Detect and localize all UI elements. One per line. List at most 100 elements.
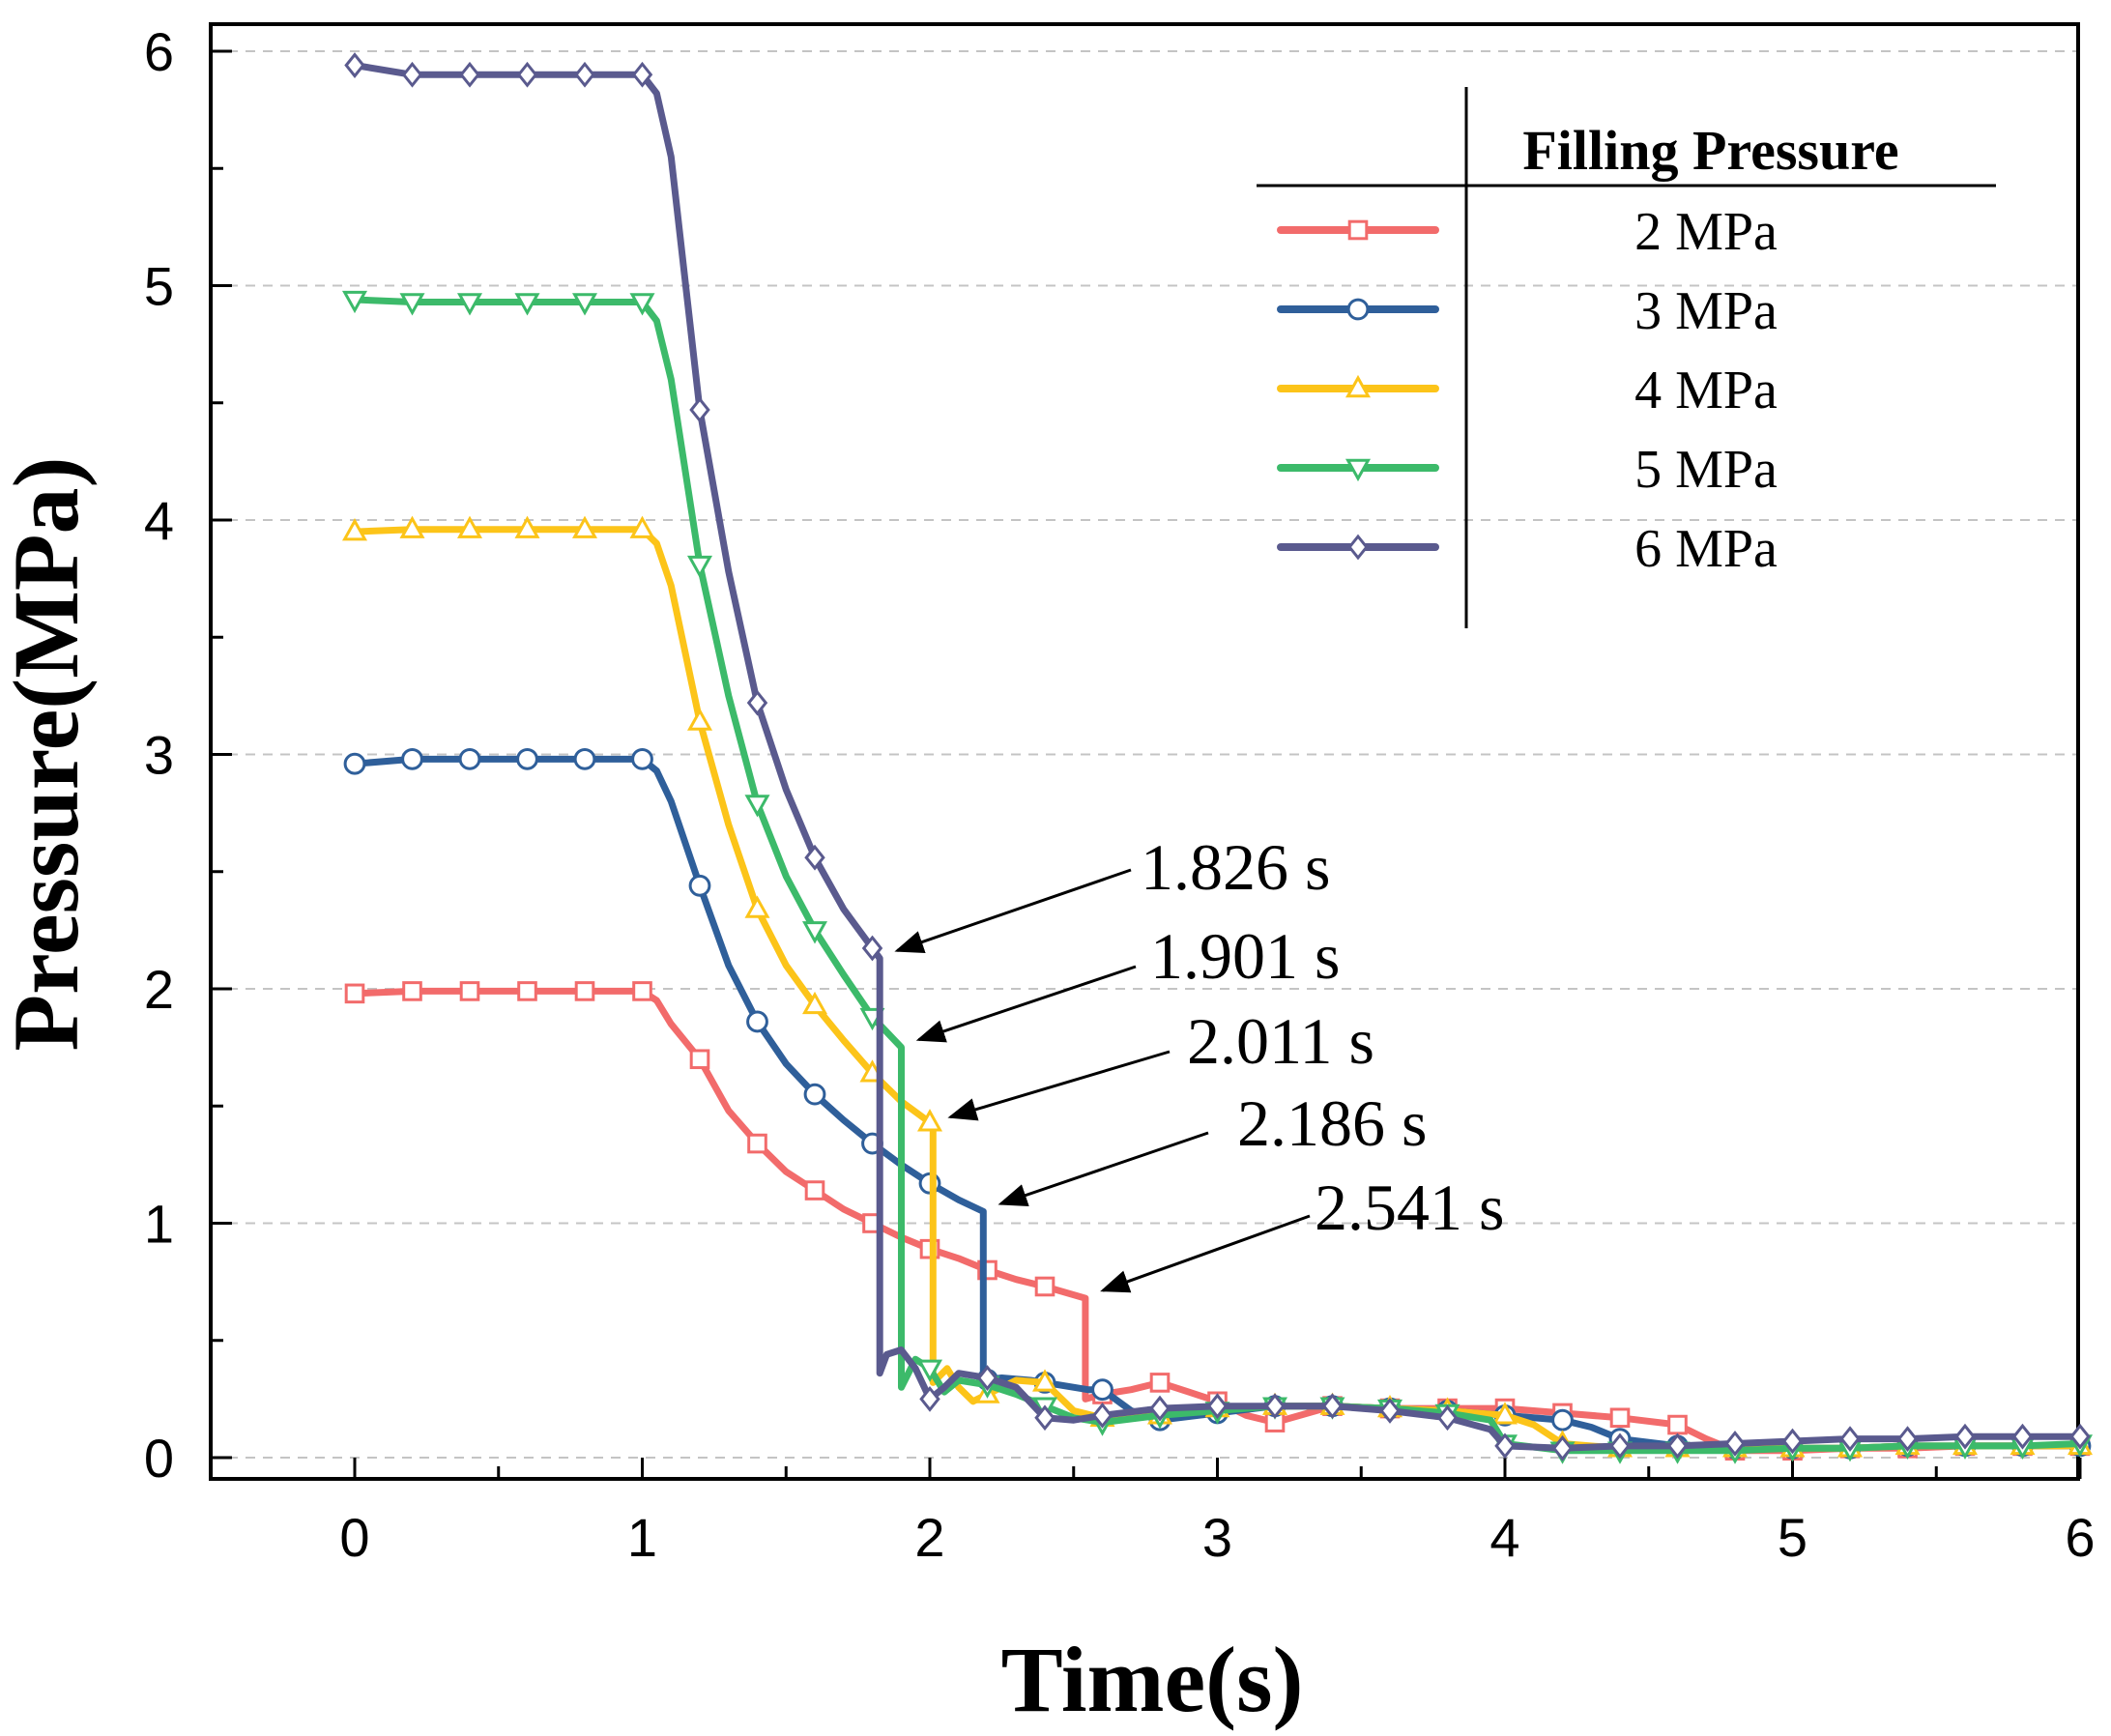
data-point-marker — [401, 61, 423, 88]
legend-item: 3 MPa — [1277, 281, 1778, 341]
data-point-marker — [1436, 1404, 1459, 1432]
y-tick-label-5: 5 — [144, 256, 174, 317]
data-point-marker — [686, 555, 713, 579]
y-tick-label-6: 6 — [144, 21, 174, 82]
data-point-marker — [746, 1010, 768, 1033]
data-point-marker — [976, 1365, 998, 1391]
data-point-marker — [341, 518, 368, 541]
data-point-marker — [629, 515, 655, 538]
y-tick-label-2: 2 — [144, 959, 174, 1020]
annotations: 1.826 s 1.901 s 2.011 s 2.186 s 2.541 s — [894, 830, 1504, 1293]
data-point-marker — [1609, 1407, 1631, 1429]
data-point-marker — [1781, 1428, 1804, 1455]
data-point-marker — [1551, 1434, 1574, 1461]
x-tick-label-0: 0 — [339, 1507, 369, 1568]
data-point-marker — [1091, 1402, 1113, 1429]
data-point-marker — [1954, 1423, 1976, 1450]
data-point-marker — [459, 61, 480, 88]
data-point-marker — [2011, 1423, 2034, 1450]
data-point-marker — [516, 61, 538, 88]
data-point-marker — [517, 981, 537, 1001]
data-point-marker — [1264, 1393, 1286, 1420]
data-point-marker — [2069, 1423, 2091, 1450]
data-point-marker — [1609, 1432, 1631, 1460]
data-point-marker — [514, 515, 540, 538]
plot-frame — [209, 22, 2080, 1481]
x-tick-label-2: 2 — [914, 1507, 944, 1568]
legend-swatch-marker — [1347, 219, 1369, 241]
data-point-marker — [343, 752, 366, 775]
data-point-marker — [689, 1049, 710, 1070]
legend-item: 6 MPa — [1277, 519, 1778, 579]
legend-swatch-marker — [1345, 374, 1372, 398]
data-point-marker — [1379, 1398, 1401, 1424]
series-6-mpa — [344, 52, 2091, 1461]
data-point-marker — [574, 61, 595, 88]
data-point-marker — [571, 515, 598, 538]
data-point-marker — [456, 515, 483, 538]
x-tick-label-6: 6 — [2065, 1507, 2095, 1568]
legend-label: 5 MPa — [1634, 440, 1778, 500]
legend-swatch-marker — [1346, 298, 1370, 321]
data-point-marker — [631, 747, 653, 770]
data-point-marker — [516, 747, 538, 770]
data-point-marker — [399, 515, 425, 538]
x-tick-label-1: 1 — [627, 1507, 657, 1568]
data-point-marker — [1149, 1373, 1171, 1393]
series-line — [351, 296, 2084, 1455]
annotation-arrow — [894, 868, 1132, 954]
data-point-marker — [1321, 1393, 1344, 1420]
data-point-marker — [1666, 1432, 1689, 1460]
data-point-marker — [744, 895, 770, 918]
series-group — [341, 52, 2094, 1464]
legend-item: 5 MPa — [1277, 440, 1778, 500]
y-tick-label-1: 1 — [144, 1194, 174, 1255]
data-point-marker — [629, 293, 655, 316]
data-point-marker — [747, 1133, 767, 1154]
annotation-label: 2.011 s — [1187, 1004, 1374, 1078]
data-point-marker — [686, 708, 713, 731]
data-point-marker — [1724, 1431, 1746, 1457]
data-point-marker — [688, 874, 711, 897]
data-point-marker — [1034, 1276, 1056, 1297]
annotation-label: 1.826 s — [1141, 830, 1330, 904]
annotation-arrow — [947, 1050, 1171, 1121]
x-tick-label-3: 3 — [1202, 1507, 1232, 1568]
data-point-marker — [573, 747, 596, 770]
legend-label: 2 MPa — [1634, 202, 1778, 262]
data-point-marker — [574, 981, 595, 1001]
legend-label: 3 MPa — [1634, 281, 1778, 341]
data-point-marker — [1491, 1402, 1518, 1425]
data-point-marker — [571, 293, 598, 316]
data-point-marker — [744, 795, 770, 818]
data-point-marker — [1034, 1404, 1056, 1432]
data-point-marker — [1839, 1426, 1861, 1453]
data-point-marker — [1494, 1432, 1516, 1460]
y-tick-label-3: 3 — [144, 725, 174, 786]
data-point-marker — [514, 293, 540, 316]
data-point-marker — [399, 293, 425, 316]
data-point-marker — [631, 61, 653, 88]
legend-label: 4 MPa — [1634, 361, 1778, 420]
legend-item: 4 MPa — [1277, 361, 1778, 420]
x-tick-label-5: 5 — [1778, 1507, 1807, 1568]
annotation-arrow — [1100, 1214, 1311, 1293]
data-point-marker — [916, 1359, 943, 1382]
data-point-marker — [801, 921, 828, 944]
data-point-marker — [861, 935, 883, 962]
data-point-marker — [459, 981, 480, 1001]
legend-title: Filling Pressure — [1522, 119, 1898, 182]
data-point-marker — [1551, 1408, 1574, 1432]
data-point-marker — [344, 983, 365, 1004]
data-point-marker — [746, 689, 768, 716]
annotation-label: 1.901 s — [1150, 919, 1340, 993]
data-point-marker — [801, 991, 828, 1015]
data-point-marker — [341, 290, 368, 314]
y-axis-title: Pressure(MPa) — [0, 457, 98, 1052]
legend-swatch-marker — [1347, 534, 1369, 561]
annotation-arrow — [998, 1131, 1209, 1206]
y-tick-label-0: 0 — [144, 1428, 174, 1489]
data-point-marker — [1896, 1426, 1919, 1453]
axes: 0 1 2 3 4 5 6 0 1 2 3 4 5 6 — [144, 21, 2096, 1568]
